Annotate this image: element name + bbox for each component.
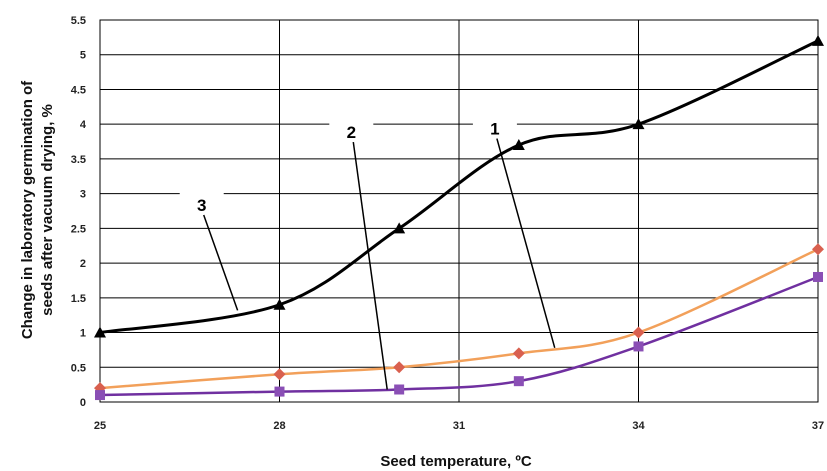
callout-backdrop	[179, 193, 224, 215]
data-point-triangle	[273, 298, 286, 310]
data-point-diamond	[273, 368, 286, 381]
callout-leader	[496, 138, 556, 349]
y-tick-label: 1	[80, 328, 86, 340]
y-tick-label: 2.5	[71, 223, 86, 235]
callout-label: 1	[490, 120, 499, 139]
y-tick-label: 5.5	[71, 15, 86, 27]
data-point-diamond	[393, 361, 406, 374]
y-tick-label: 2	[80, 258, 86, 270]
data-point-diamond	[812, 243, 824, 256]
data-point-triangle	[512, 139, 525, 151]
x-tick-label: 34	[632, 420, 645, 432]
series-layer	[94, 34, 824, 401]
callout-leader	[352, 141, 388, 390]
callout-label: 2	[347, 123, 356, 142]
data-point-triangle	[94, 326, 106, 338]
y-tick-label: 1.5	[71, 293, 86, 305]
y-tick-label: 3.5	[71, 154, 86, 166]
series-2	[94, 243, 824, 395]
callout-label: 3	[197, 196, 206, 215]
data-point-square	[394, 384, 405, 395]
x-tick-label: 28	[273, 420, 285, 432]
plot-frame	[99, 19, 819, 403]
series-line-1	[99, 39, 819, 335]
x-axis-title: Seed temperature, ºC	[380, 453, 532, 470]
y-axis-title: Change in laboratory germination of seed…	[19, 80, 56, 339]
callout-backdrop	[329, 120, 374, 143]
data-point-diamond	[512, 347, 525, 360]
callout-leader	[203, 214, 239, 311]
y-tick-label: 4	[80, 119, 87, 131]
data-point-triangle	[393, 222, 406, 234]
x-tick-label: 31	[453, 420, 465, 432]
y-axis-title-line2: seeds after vacuum drying, %	[39, 104, 56, 316]
y-tick-labels: 0 0.5 1 1.5 2 2.5 3 3.5 4 4.5 5 5.5	[71, 15, 87, 409]
y-tick-label: 5	[80, 50, 86, 62]
data-point-triangle	[632, 118, 645, 130]
callout-backdrop	[472, 116, 517, 139]
data-point-diamond	[632, 326, 645, 339]
data-point-square	[513, 376, 524, 387]
x-tick-labels: 25 28 31 34 37	[94, 420, 824, 432]
data-point-square	[274, 386, 285, 397]
data-point-triangle	[812, 34, 824, 46]
data-point-square	[633, 341, 644, 352]
x-tick-label: 37	[812, 420, 824, 432]
x-tick-label: 25	[94, 420, 106, 432]
y-tick-label: 0.5	[71, 362, 86, 374]
series-line-2	[99, 248, 819, 390]
data-point-square	[95, 390, 105, 401]
series-line-3	[99, 275, 819, 397]
grid-lines	[99, 19, 819, 403]
callout-layer: 1 2 3	[179, 116, 556, 390]
y-tick-label: 4.5	[71, 84, 86, 96]
y-axis-title-line1: Change in laboratory germination of	[19, 80, 36, 339]
y-tick-label: 0	[80, 397, 86, 409]
series-3	[95, 271, 823, 401]
data-point-square	[813, 271, 823, 282]
y-tick-label: 3	[80, 189, 86, 201]
series-1	[94, 34, 824, 338]
